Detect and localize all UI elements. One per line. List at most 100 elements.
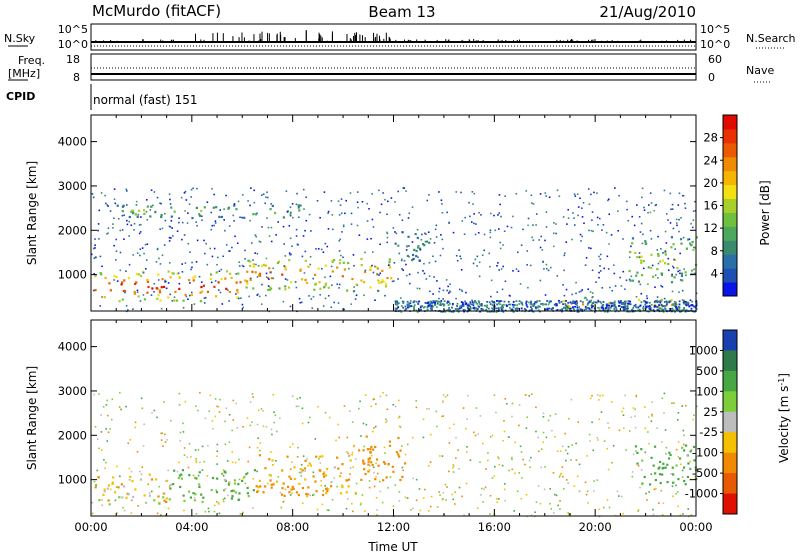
power-pixel [476, 303, 479, 305]
velocity-pixel [567, 512, 569, 514]
velocity-pixel [231, 495, 234, 498]
power-pixel [386, 213, 388, 216]
velocity-pixel [654, 487, 657, 490]
power-pixel [388, 258, 391, 261]
velocity-pixel [138, 470, 141, 473]
power-pixel [580, 290, 582, 293]
power-pixel [402, 187, 405, 189]
velocity-pixel [561, 466, 564, 468]
power-pixel [412, 301, 415, 304]
velocity-pixel [689, 460, 692, 463]
power-pixel [246, 270, 249, 273]
velocity-pixel [107, 431, 110, 434]
power-pixel [499, 203, 501, 206]
power-pixel [682, 236, 685, 239]
velocity-pixel [672, 473, 675, 476]
velocity-pixel [695, 405, 698, 408]
power-pixel [297, 244, 300, 246]
power-pixel [406, 274, 408, 277]
x-tick-label: 00:00 [74, 520, 107, 534]
velocity-pixel [392, 470, 395, 473]
power-pixel [424, 232, 426, 235]
power-pixel [350, 212, 353, 215]
power-pixel [562, 216, 565, 218]
velocity-pixel [327, 509, 330, 512]
velocity-pixel [419, 509, 422, 512]
power-pixel [298, 297, 301, 300]
velocity-pixel [547, 419, 550, 422]
velocity-pixel [315, 490, 318, 493]
velocity-pixel [680, 463, 682, 466]
power-pixel [249, 277, 252, 280]
power-pixel [625, 279, 628, 282]
power-pixel [272, 267, 274, 270]
power-pixel [386, 241, 388, 244]
power-pixel [339, 258, 342, 262]
velocity-pixel [415, 406, 418, 409]
power-pixel [656, 268, 659, 271]
power-pixel [450, 310, 453, 313]
power-pixel [622, 238, 624, 240]
power-pixel [288, 224, 291, 227]
velocity-pixel [358, 407, 360, 410]
velocity-pixel [457, 449, 459, 451]
power-pixel [201, 219, 203, 222]
power-pixel [119, 229, 122, 232]
power-pixel [343, 308, 345, 311]
velocity-pixel [428, 408, 430, 410]
power-pixel [599, 300, 602, 303]
power-pixel [637, 306, 639, 309]
power-pixel [613, 300, 616, 303]
power-pixel [605, 231, 608, 234]
power-pixel [589, 308, 592, 311]
power-pixel [684, 202, 686, 205]
power-pixel [498, 228, 500, 230]
velocity-pixel [345, 491, 348, 494]
velocity-pixel [270, 486, 273, 489]
power-pixel [228, 250, 230, 252]
power-pixel [598, 276, 600, 279]
velocity-pixel [589, 440, 591, 442]
velocity-pixel [272, 483, 275, 486]
velocity-pixel [404, 462, 407, 465]
velocity-pixel [367, 460, 370, 463]
power-pixel [416, 236, 419, 240]
velocity-pixel [331, 498, 334, 501]
velocity-pixel [273, 421, 276, 424]
power-pixel [553, 303, 556, 306]
power-pixel [137, 213, 140, 216]
velocity-pixel [427, 465, 430, 467]
velocity-pixel [195, 405, 197, 407]
velocity-pixel [650, 420, 653, 423]
power-pixel [163, 244, 166, 246]
power-pixel [648, 307, 651, 310]
velocity-y-tick-label: 4000 [58, 340, 87, 354]
power-pixel [472, 303, 475, 305]
velocity-pixel [141, 466, 144, 468]
power-pixel [159, 228, 161, 230]
velocity-pixel [108, 503, 111, 506]
velocity-pixel [617, 495, 620, 497]
power-pixel [670, 274, 674, 277]
power-pixel [281, 273, 284, 276]
velocity-pixel [422, 436, 425, 439]
power-pixel [269, 287, 273, 290]
power-pixel [385, 231, 388, 234]
power-pixel [675, 273, 677, 276]
power-pixel [352, 254, 355, 256]
power-pixel [667, 269, 670, 272]
power-pixel [688, 238, 691, 240]
power-pixel [150, 189, 153, 191]
velocity-pixel [487, 452, 489, 454]
power-pixel [508, 294, 511, 297]
velocity-pixel [545, 436, 548, 439]
velocity-pixel [93, 480, 96, 483]
velocity-pixel [200, 493, 203, 496]
power-pixel [178, 287, 181, 291]
power-pixel [578, 291, 581, 293]
power-pixel [249, 219, 251, 222]
power-pixel [618, 194, 620, 197]
power-pixel [429, 305, 432, 307]
power-pixel [107, 232, 109, 235]
power-pixel [238, 265, 241, 267]
